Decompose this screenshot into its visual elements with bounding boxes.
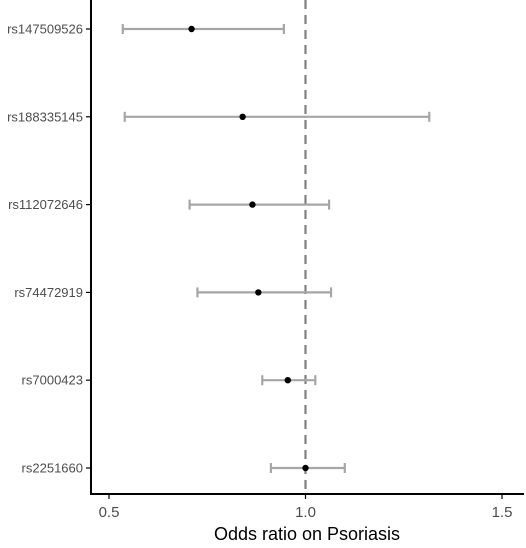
x-tick-label: 1.0: [295, 504, 316, 521]
x-axis-title: Odds ratio on Psoriasis: [214, 524, 400, 544]
y-tick-label: rs74472919: [14, 285, 83, 300]
x-tick-label: 0.5: [99, 504, 120, 521]
point-estimate: [255, 289, 262, 296]
point-estimate: [188, 25, 195, 33]
x-tick-label: 1.5: [492, 504, 513, 521]
point-estimate: [302, 464, 309, 472]
y-tick-label: rs112072646: [8, 197, 83, 212]
point-estimate: [239, 113, 246, 121]
plot-area: rs147509526 rs188335145 rs112072646 rs74472…: [7, 0, 524, 521]
y-tick-label: rs7000423: [22, 373, 83, 388]
point-estimate: [284, 377, 292, 384]
y-tick-label: rs188335145: [7, 109, 83, 124]
point-estimate: [249, 201, 256, 208]
y-tick-label: rs2251660: [22, 461, 83, 476]
y-tick-label: rs147509526: [7, 22, 83, 37]
